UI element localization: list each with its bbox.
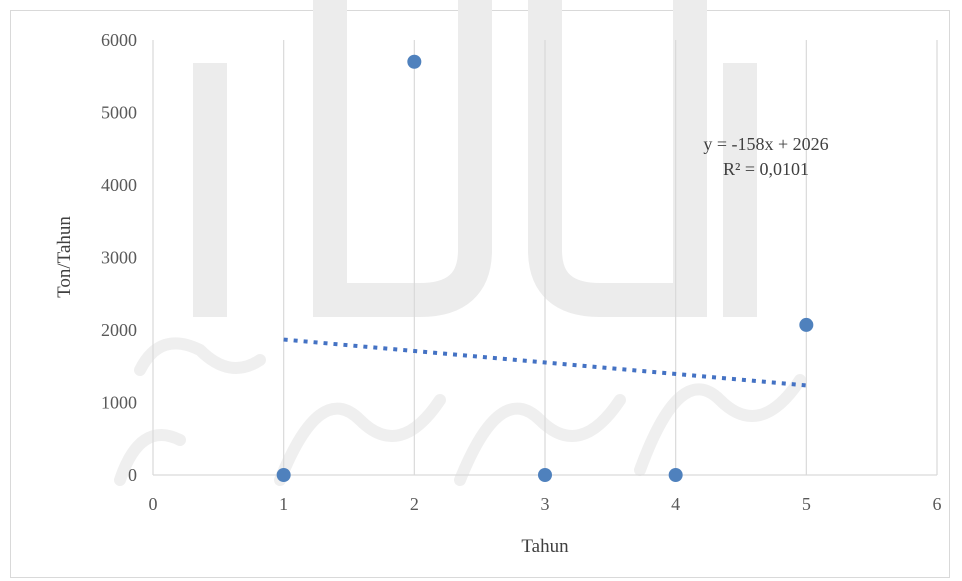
data-point (407, 54, 422, 69)
x-tick-label: 6 (933, 494, 942, 514)
data-point (538, 468, 552, 482)
trendline-r-squared: R² = 0,0101 (723, 159, 809, 179)
y-tick-label: 1000 (101, 393, 137, 413)
data-point (799, 317, 814, 332)
y-tick-label: 2000 (101, 320, 137, 340)
y-tick-labels: 0 1000 2000 3000 4000 5000 6000 (101, 30, 137, 485)
data-points (276, 54, 814, 482)
x-axis-title: Tahun (521, 536, 569, 557)
y-tick-label: 4000 (101, 175, 137, 195)
y-axis-title: Ton/Tahun (54, 216, 75, 298)
y-tick-label: 5000 (101, 103, 137, 123)
x-tick-label: 0 (149, 494, 158, 514)
y-tick-label: 0 (128, 465, 137, 485)
x-tick-labels: 0 1 2 3 4 5 6 (149, 494, 942, 514)
data-point (276, 468, 291, 482)
x-tick-label: 3 (541, 494, 550, 514)
y-tick-label: 3000 (101, 248, 137, 268)
x-tick-label: 1 (279, 494, 288, 514)
trendline (283, 337, 807, 388)
grid-lines (283, 40, 938, 475)
trendline-path (283, 337, 807, 388)
x-tick-label: 5 (802, 494, 811, 514)
trendline-equation: y = -158x + 2026 (703, 134, 828, 154)
x-tick-label: 4 (671, 494, 680, 514)
x-tick-label: 2 (410, 494, 419, 514)
y-tick-label: 6000 (101, 30, 137, 50)
data-point (668, 468, 683, 482)
